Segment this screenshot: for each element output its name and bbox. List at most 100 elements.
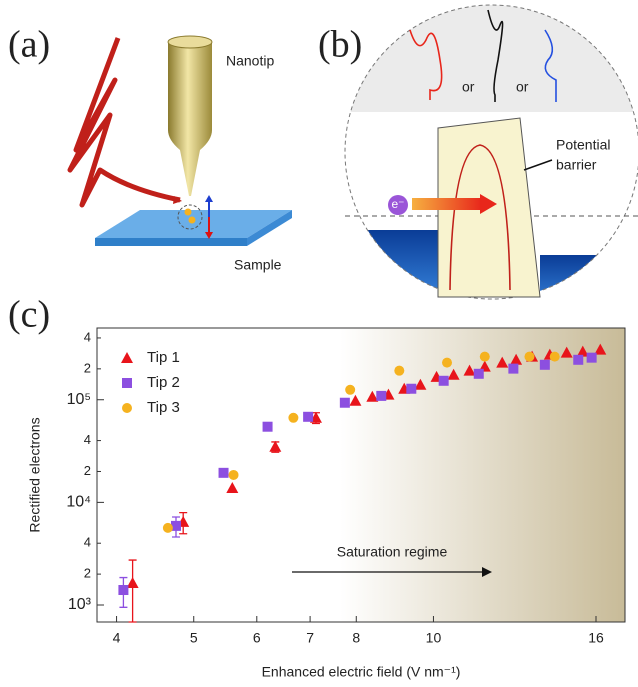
marker-circle <box>442 357 453 368</box>
arrowhead <box>173 196 182 204</box>
sample <box>95 210 292 238</box>
nanotip <box>168 42 212 196</box>
y-tick-label: 10³ <box>68 596 92 613</box>
x-tick-label: 10 <box>426 630 442 646</box>
marker-triangle <box>447 368 460 380</box>
marker-square <box>586 352 597 363</box>
y-tick-label: 4 <box>84 432 91 447</box>
pulse-blue <box>544 29 557 102</box>
error-bar <box>128 559 137 623</box>
panel-a: (a) Nanotip Sample <box>8 24 292 273</box>
marker-square <box>473 368 484 379</box>
y-tick-label: 2 <box>84 360 91 375</box>
dashed-circle <box>177 204 203 230</box>
marker-square <box>438 375 449 386</box>
legend-label: Tip 1 <box>147 349 180 366</box>
marker-triangle <box>576 345 589 357</box>
arrowhead <box>205 195 213 202</box>
sample-side <box>95 238 247 246</box>
marker-triangle <box>366 390 379 402</box>
panel-label: (c) <box>8 294 50 336</box>
marker-square <box>218 467 229 478</box>
marker-square <box>339 397 350 408</box>
panel-b: (b) or or Potential barrier e⁻ <box>318 4 638 300</box>
x-tick-label: 4 <box>113 630 121 646</box>
marker-square <box>406 383 417 394</box>
x-tick-label: 6 <box>253 630 261 646</box>
marker-triangle <box>463 364 476 376</box>
marker-circle <box>162 522 173 533</box>
barrier-label: Potential <box>556 137 610 153</box>
y-tick-label: 10⁴ <box>66 494 91 511</box>
legend-marker <box>122 378 132 388</box>
panel-label: (b) <box>318 24 362 66</box>
vacuum-level <box>540 255 638 299</box>
x-tick-label: 16 <box>588 630 604 646</box>
tip-top <box>167 35 213 49</box>
x-axis-label: Enhanced electric field (V nm⁻¹) <box>262 664 461 680</box>
pointer <box>523 159 553 171</box>
marker-square <box>508 363 519 374</box>
marker-square <box>573 354 584 365</box>
marker-circle <box>228 469 239 480</box>
y-tick-label: 4 <box>84 535 91 550</box>
legend-label: Tip 2 <box>147 374 180 391</box>
x-tick-label: 5 <box>190 630 198 646</box>
electron <box>188 216 196 224</box>
marker-square <box>118 585 129 596</box>
marker-triangle <box>414 378 427 390</box>
marker-circle <box>394 365 405 376</box>
legend-marker <box>122 403 132 413</box>
sample-side <box>247 210 292 246</box>
legend-label: Tip 3 <box>147 399 180 416</box>
x-tick-label: 8 <box>352 630 360 646</box>
annotation: Saturation regime <box>337 544 448 560</box>
electron <box>184 208 192 216</box>
y-tick-label: 4 <box>84 329 91 344</box>
marker-square <box>303 411 314 422</box>
arrowhead <box>482 567 492 577</box>
y-axis-label: Rectified electrons <box>27 417 43 532</box>
panel-label: (a) <box>8 24 50 66</box>
marker-circle <box>549 351 560 362</box>
laser-pulse <box>67 37 181 208</box>
marker-square <box>262 421 273 432</box>
y-tick-label: 2 <box>84 463 91 478</box>
marker-circle <box>479 351 490 362</box>
marker-square <box>170 520 181 531</box>
or-label: or <box>462 79 475 95</box>
marker-circle <box>345 384 356 395</box>
wavefunction <box>449 144 511 291</box>
metal <box>345 230 440 299</box>
barrier-label: barrier <box>556 157 597 173</box>
marker-triangle <box>126 576 139 588</box>
marker-triangle <box>349 394 362 406</box>
marker-triangle <box>226 482 239 494</box>
y-tick-label: 2 <box>84 566 91 581</box>
pulse-red <box>409 29 443 100</box>
y-tick-label: 10⁵ <box>67 391 91 408</box>
x-tick-label: 7 <box>306 630 314 646</box>
marker-square <box>376 390 387 401</box>
chart: Saturation regime Enhanced electric fiel… <box>27 327 626 680</box>
or-label: or <box>516 79 529 95</box>
marker-circle <box>288 412 299 423</box>
sample-label: Sample <box>234 257 282 273</box>
arrowhead <box>480 194 497 214</box>
nanotip-label: Nanotip <box>226 53 274 69</box>
arrowhead <box>205 232 213 239</box>
marker-triangle <box>269 440 282 452</box>
marker-circle <box>524 351 535 362</box>
electron-beam <box>412 198 482 210</box>
electron-label: e⁻ <box>391 197 404 211</box>
marker-triangle <box>510 353 523 365</box>
marker-triangle <box>560 346 573 358</box>
electron <box>388 195 408 215</box>
pulse-black <box>487 9 504 102</box>
marker-triangle <box>594 343 607 355</box>
marker-square <box>539 359 550 370</box>
marker-triangle <box>496 356 509 368</box>
plot-frame <box>96 327 626 623</box>
legend-marker <box>121 352 133 363</box>
